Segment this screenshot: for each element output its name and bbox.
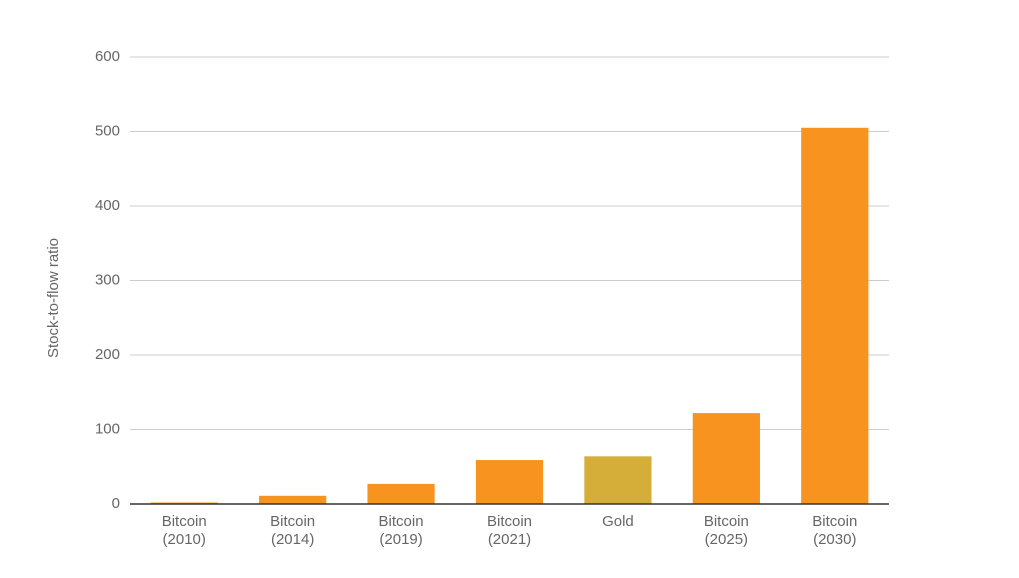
y-tick-label: 200 — [95, 346, 120, 363]
y-tick-label: 100 — [95, 420, 120, 437]
x-tick-label-line: Bitcoin — [270, 513, 315, 530]
x-tick-label-line: (2021) — [488, 531, 531, 548]
y-tick-label: 0 — [112, 495, 120, 512]
bar — [801, 127, 869, 505]
x-tick-label-line: Bitcoin — [162, 513, 207, 530]
y-tick-label: 400 — [95, 197, 120, 214]
x-tick-label: Bitcoin (2030) — [812, 513, 857, 548]
y-tick-label: 600 — [95, 48, 120, 65]
y-tick-label: 500 — [95, 122, 120, 139]
bar — [367, 483, 435, 504]
bar — [584, 456, 652, 504]
x-tick-label: Bitcoin (2014) — [270, 513, 315, 548]
bar — [259, 495, 327, 504]
x-tick-label-line: (2025) — [705, 531, 748, 548]
x-tick-label-line: Bitcoin — [487, 513, 532, 530]
x-tick-label: Bitcoin (2010) — [162, 513, 207, 548]
y-tick-label: 300 — [95, 271, 120, 288]
x-tick-label-line: Bitcoin — [379, 513, 424, 530]
bar — [475, 460, 544, 504]
x-tick-label-line: Bitcoin — [704, 513, 749, 530]
x-tick-label-line: (2014) — [271, 531, 314, 548]
bar — [692, 413, 760, 504]
x-tick-label-line: Bitcoin — [812, 513, 857, 530]
x-tick-label-line: (2010) — [163, 531, 206, 548]
x-tick-label-line: (2019) — [379, 531, 422, 548]
x-tick-label: Bitcoin (2019) — [379, 513, 424, 548]
x-tick-label-line: (2030) — [813, 531, 856, 548]
y-axis-label: Stock-to-flow ratio — [45, 238, 62, 358]
x-tick-label: Gold — [602, 513, 634, 530]
x-tick-label: Bitcoin (2025) — [704, 513, 749, 548]
x-tick-label-line: Gold — [602, 513, 634, 530]
x-tick-label: Bitcoin (2021) — [487, 513, 532, 548]
